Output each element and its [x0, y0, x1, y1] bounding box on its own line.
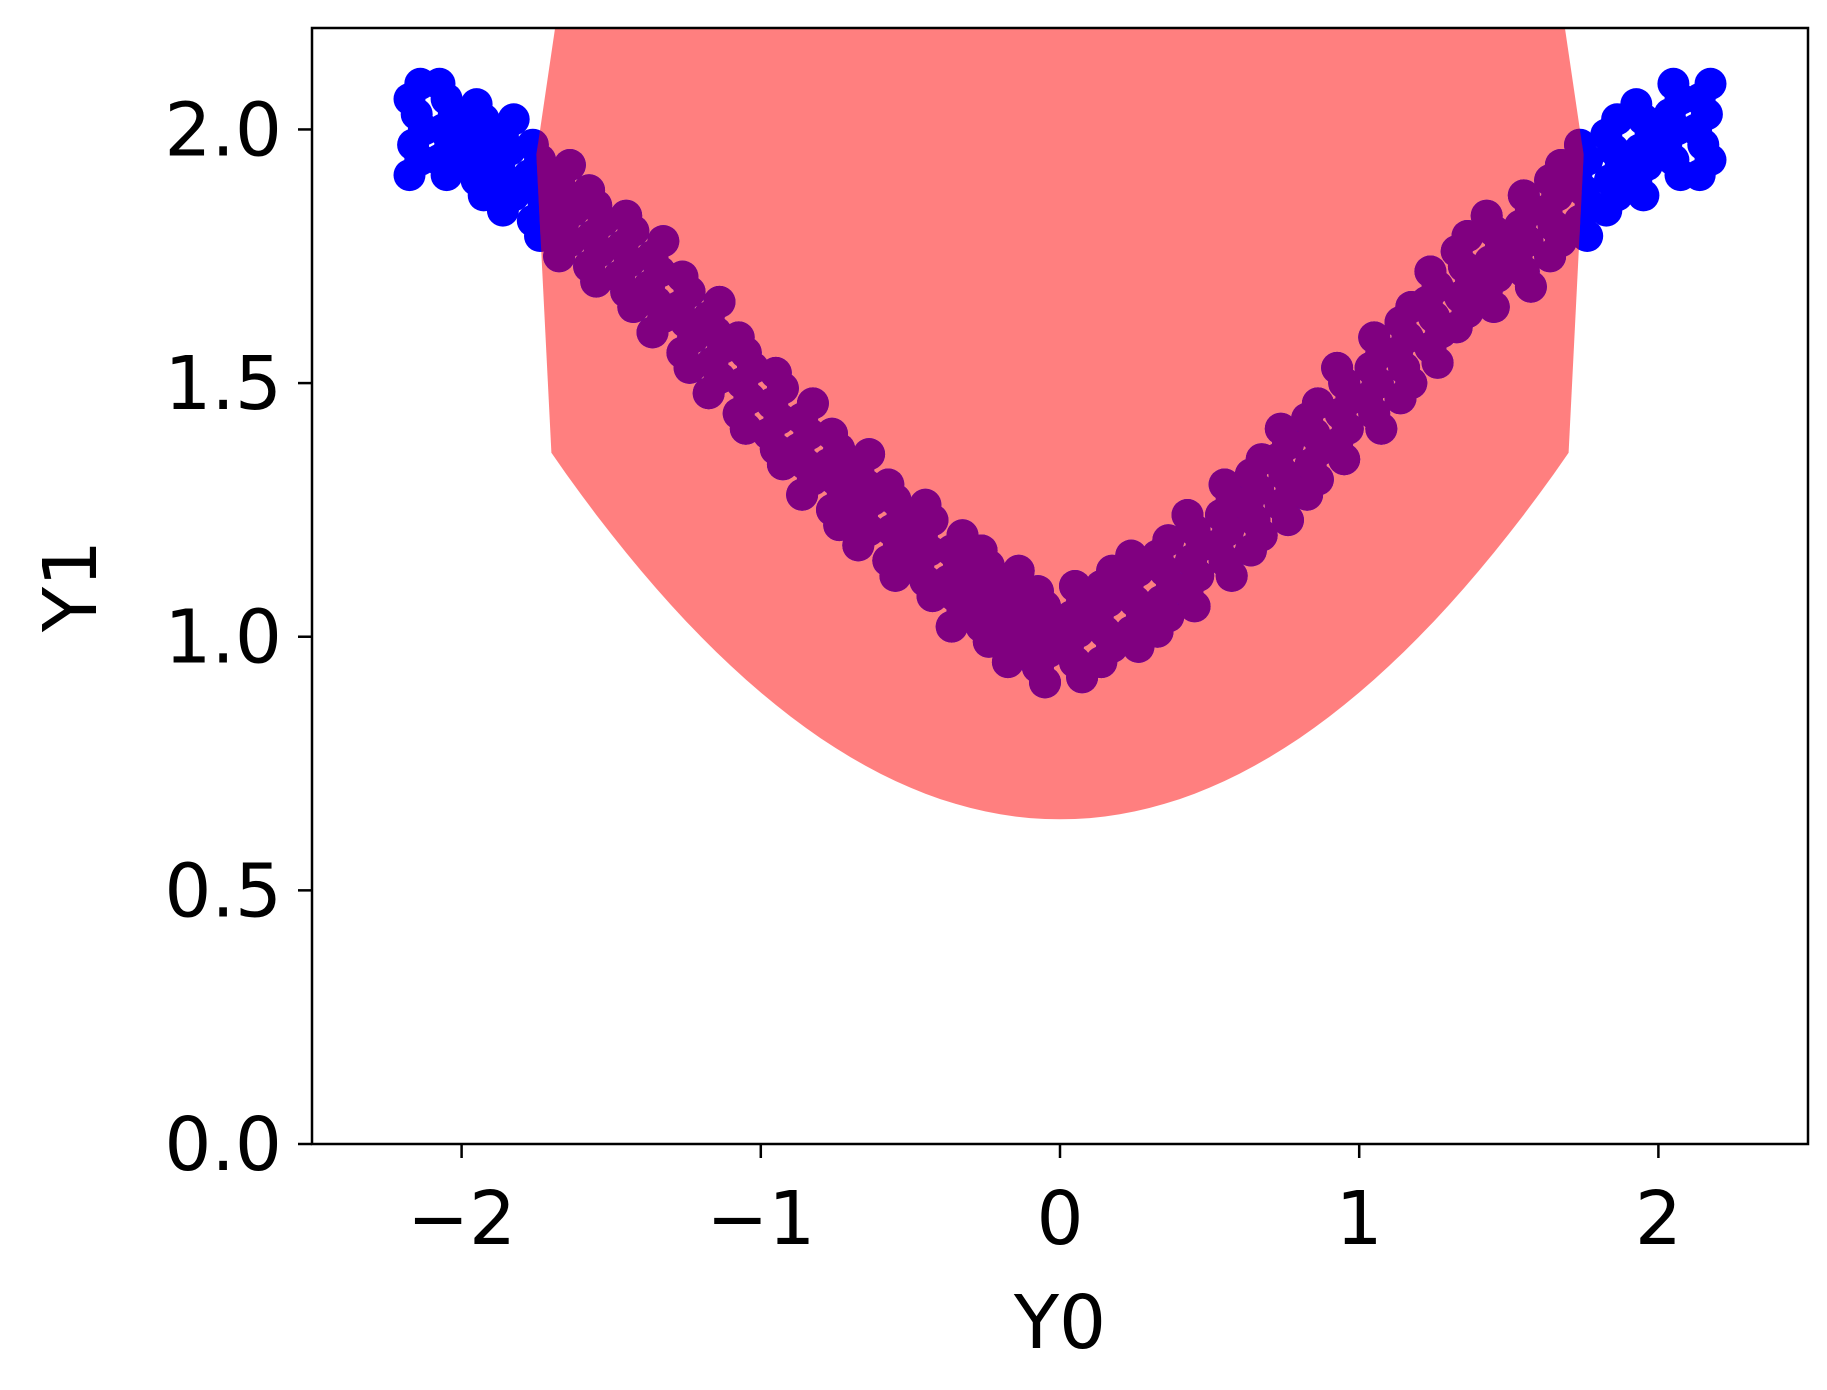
sample-point-overlap: [666, 260, 699, 293]
y-axis-label: Y1: [28, 540, 114, 633]
sample-point-overlap: [553, 149, 586, 181]
sample-point: [1657, 67, 1690, 100]
sample-point-overlap: [872, 468, 905, 501]
sample-point-overlap: [853, 438, 886, 471]
sample-point-overlap: [647, 225, 680, 258]
y-tick-label: 1.5: [164, 341, 282, 427]
sample-point: [1694, 67, 1727, 100]
x-tick-label: 0: [1036, 1176, 1083, 1262]
series-region: [536, 28, 1584, 820]
sample-point-overlap: [1451, 220, 1484, 252]
sample-point-overlap: [1152, 524, 1185, 557]
x-axis: −2 −1 0 1 2: [407, 1144, 1682, 1262]
sample-point-overlap: [703, 285, 736, 318]
y-tick-label: 2.0: [164, 87, 282, 173]
x-tick-label: 2: [1635, 1176, 1682, 1262]
sample-point-overlap: [1021, 575, 1054, 608]
sample-point-overlap: [1171, 499, 1204, 531]
y-tick-label: 1.0: [164, 595, 282, 681]
sample-point: [423, 67, 456, 100]
sample-point-overlap: [1358, 321, 1391, 354]
sample-point-overlap: [816, 417, 848, 450]
sample-point-overlap: [610, 199, 643, 232]
y-tick-label: 0.5: [164, 848, 282, 934]
sample-point-overlap: [1321, 351, 1354, 384]
sample-point-overlap: [1470, 199, 1503, 232]
sample-point-overlap: [1208, 468, 1241, 501]
sample-point-overlap: [1507, 179, 1540, 212]
sample-point-overlap: [1115, 539, 1148, 572]
sample-point-overlap: [722, 321, 755, 354]
y-tick-label: 0.0: [164, 1102, 282, 1188]
x-tick-label: −2: [407, 1176, 516, 1262]
x-tick-label: −1: [706, 1176, 815, 1262]
y-axis: 0.0 0.5 1.0 1.5 2.0: [164, 87, 312, 1188]
sample-point: [460, 88, 493, 121]
x-axis-label: Y0: [1013, 1280, 1106, 1366]
sample-point-overlap: [1059, 570, 1091, 602]
sample-point-overlap: [909, 488, 942, 521]
sample-point-overlap: [965, 534, 998, 567]
sample-point-overlap: [536, 143, 556, 176]
sample-point-overlap: [1414, 255, 1447, 288]
sample-point: [497, 103, 530, 136]
sample-point: [1620, 88, 1653, 121]
x-tick-label: 1: [1336, 1176, 1383, 1262]
sample-point-overlap: [1564, 128, 1584, 161]
sample-point-overlap: [536, 128, 549, 161]
sample-point-overlap: [1564, 204, 1584, 237]
sample-point-overlap: [1264, 412, 1297, 445]
sample-point-overlap: [1002, 554, 1035, 587]
sample-point-overlap: [1560, 159, 1584, 192]
sample-point-overlap: [759, 356, 792, 389]
sample-point-overlap: [796, 387, 829, 420]
plot-area: [393, 28, 1727, 820]
sample-point-overlap: [573, 174, 606, 207]
